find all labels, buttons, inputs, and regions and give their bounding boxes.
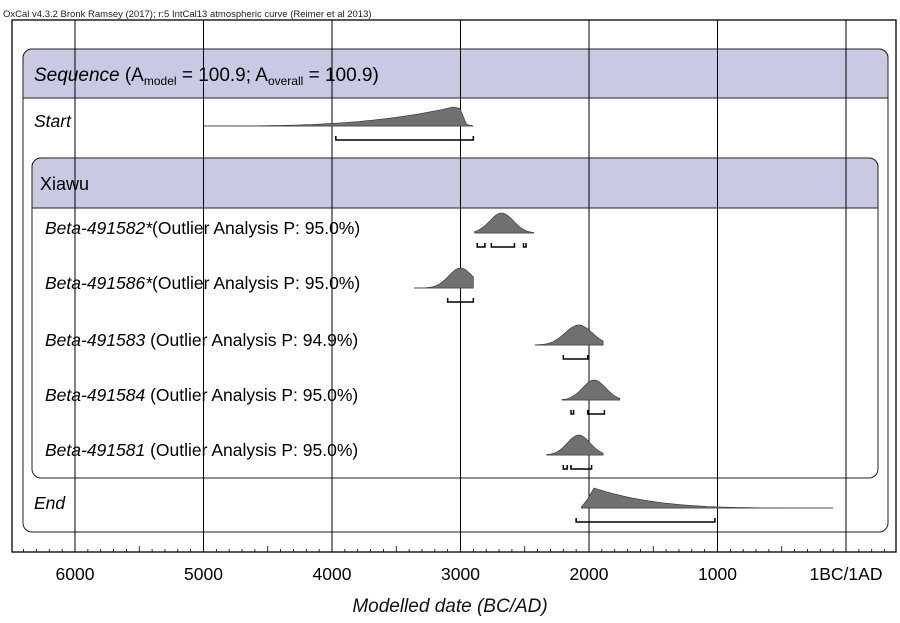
range-bracket <box>570 410 575 415</box>
posterior-distribution <box>580 487 834 509</box>
row-label: Beta-491581 (Outlier Analysis P: 95.0%) <box>45 440 358 460</box>
posterior-distribution <box>203 106 474 127</box>
tick-label: 1BC/1AD <box>810 564 883 584</box>
range-bracket <box>446 298 475 303</box>
x-axis-label: Modelled date (BC/AD) <box>352 596 548 617</box>
range-bracket <box>575 518 716 523</box>
posterior-distribution <box>534 324 604 346</box>
sequence-label: Sequence (Amodel = 100.9; Aoverall = 100… <box>34 65 379 88</box>
ridgeline-chart: Sequence (Amodel = 100.9; Aoverall = 100… <box>11 19 897 584</box>
posterior-distribution <box>474 212 535 234</box>
phase-header <box>31 157 879 209</box>
range-bracket <box>570 465 593 470</box>
range-bracket <box>562 465 568 470</box>
row-label: Beta-491586*(Outlier Analysis P: 95.0%) <box>45 273 360 293</box>
tick-label: 5000 <box>184 564 223 584</box>
tick-label: 3000 <box>441 564 480 584</box>
posterior-distribution <box>414 267 474 289</box>
tick-label: 2000 <box>570 564 609 584</box>
range-bracket <box>562 355 589 360</box>
range-bracket <box>335 136 475 141</box>
row-label: Start <box>34 111 72 131</box>
range-bracket <box>476 243 486 248</box>
phase-label: Xiawu <box>40 174 89 194</box>
row-label: Beta-491583 (Outlier Analysis P: 94.9%) <box>45 330 358 350</box>
posterior-distribution <box>546 434 604 456</box>
row-label: End <box>34 493 66 513</box>
tick-label: 6000 <box>56 564 95 584</box>
range-bracket <box>490 243 516 248</box>
range-bracket <box>522 243 527 248</box>
tick-label: 1000 <box>698 564 737 584</box>
range-bracket <box>586 410 606 415</box>
sequence-header <box>22 48 889 99</box>
posterior-distribution <box>561 379 621 401</box>
oxcal-credit: OxCal v4.3.2 Bronk Ramsey (2017); r:5 In… <box>3 9 372 20</box>
tick-label: 4000 <box>313 564 352 584</box>
row-label: Beta-491582*(Outlier Analysis P: 95.0%) <box>45 218 360 238</box>
row-label: Beta-491584 (Outlier Analysis P: 95.0%) <box>45 385 358 405</box>
